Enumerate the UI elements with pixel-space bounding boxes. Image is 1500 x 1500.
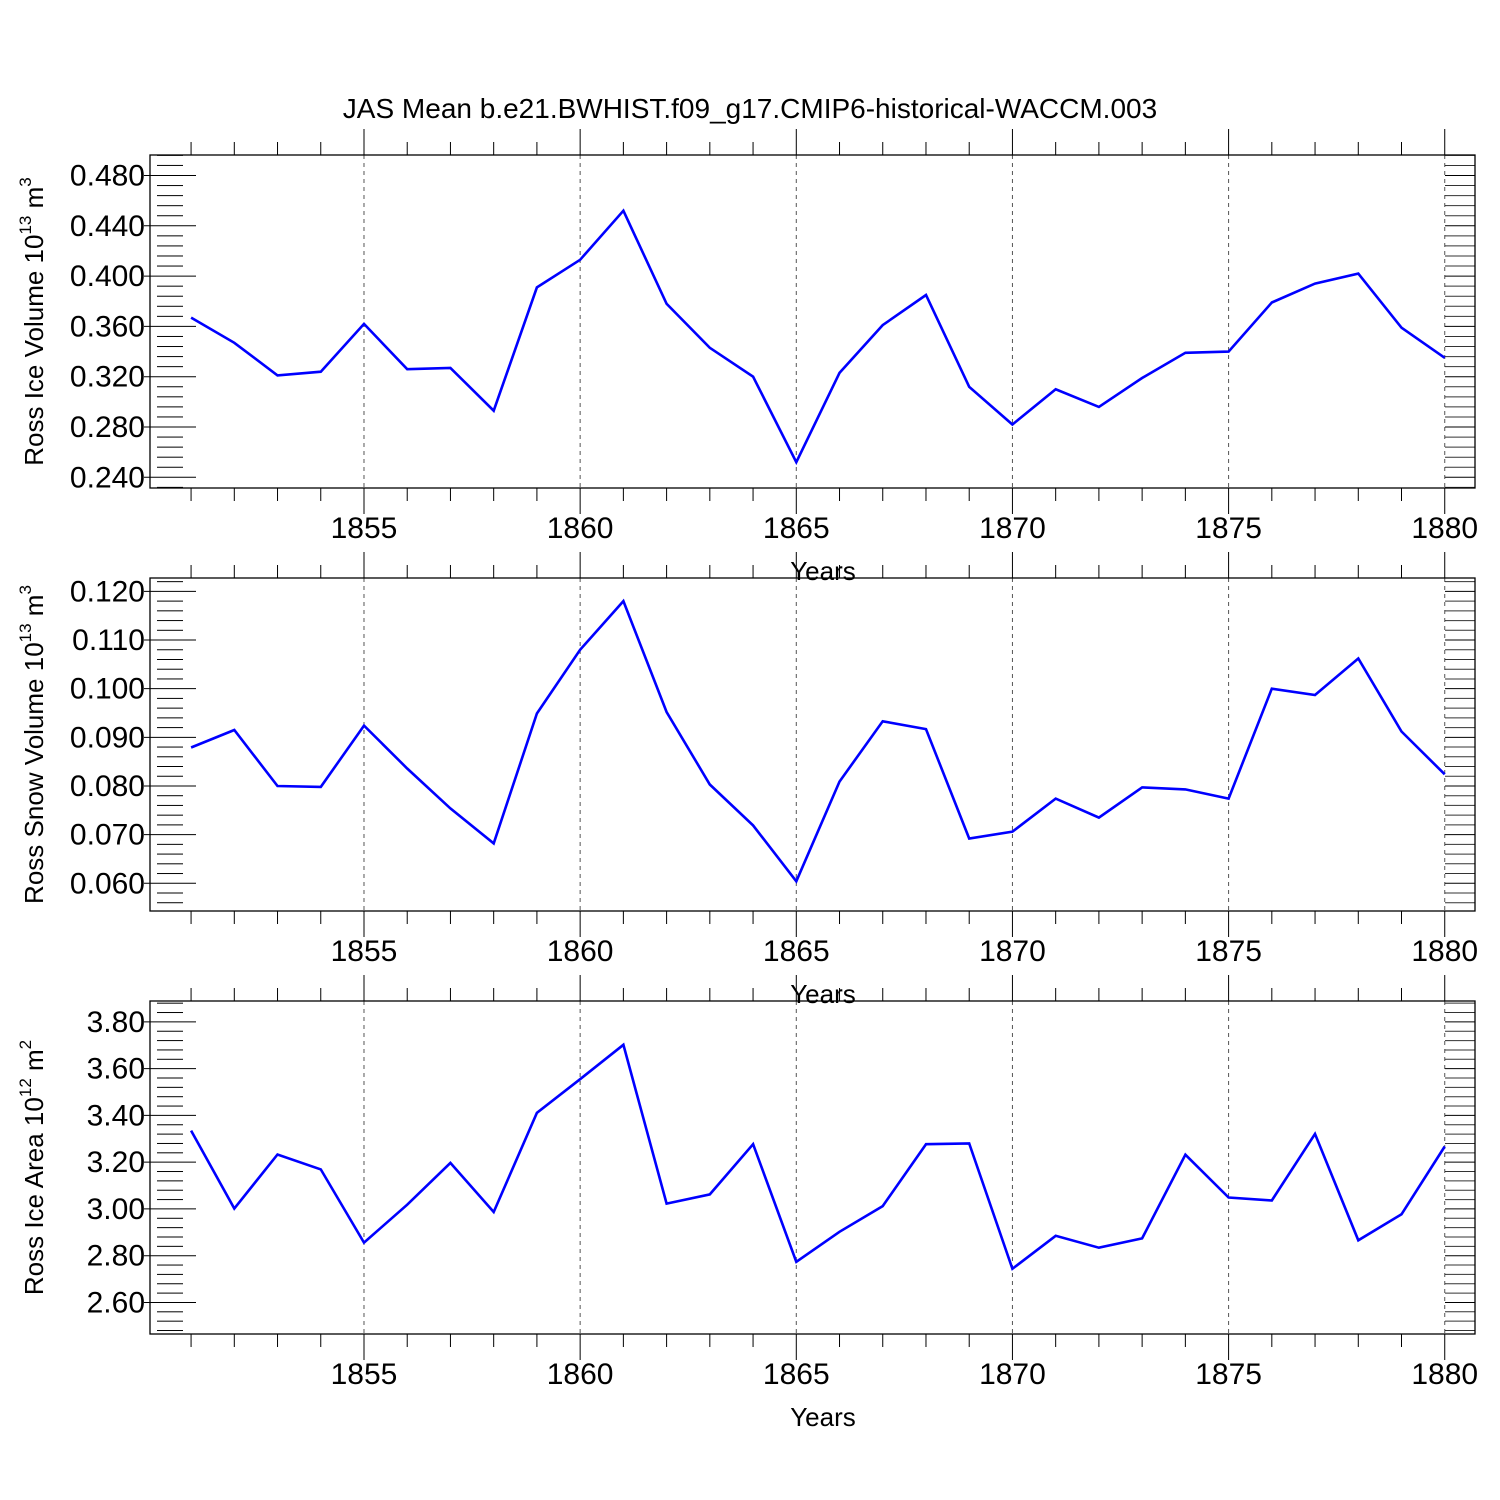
y-tick-label: 0.100	[70, 673, 145, 706]
y-tick-label: 0.060	[70, 867, 145, 900]
x-tick-label: 1865	[763, 935, 830, 968]
x-tick-label: 1865	[763, 1358, 830, 1391]
y-tick-label: 3.60	[87, 1053, 145, 1086]
y-tick-label: 0.280	[70, 411, 145, 444]
chart-panel-3: 3.80 3.60 3.40 3.20 3.00 2.80 2.60 1855 1860 1865…	[16, 975, 1478, 1432]
y-tick-label: 0.360	[70, 310, 145, 343]
y-tick-label: 0.080	[70, 770, 145, 803]
y-tick-label: 0.090	[70, 721, 145, 754]
y-axis-label: Ross Snow Volume 1013 m3	[16, 585, 49, 904]
chart-panel-2: 0.120 0.110 0.100 0.090 0.080 0.070 0.060 1855 1…	[16, 552, 1478, 1009]
y-tick-label: 0.110	[72, 624, 145, 657]
x-tick-label: 1875	[1195, 935, 1262, 968]
plot-frame	[149, 1000, 1476, 1335]
x-tick-label: 1880	[1411, 935, 1478, 968]
chart-panels: 0.480 0.440 0.400 0.360 0.320 0.280 0.240 1855 1…	[16, 129, 1478, 1432]
y-tick-label: 0.320	[70, 361, 145, 394]
series-line	[189, 1042, 1446, 1271]
x-tick-label: 1855	[331, 512, 398, 545]
x-tick-label: 1870	[979, 512, 1046, 545]
y-axis-label: Ross Ice Area 1012 m2	[16, 1040, 49, 1295]
y-tick-label: 3.00	[87, 1193, 145, 1226]
y-tick-label: 2.80	[87, 1240, 145, 1273]
x-axis-label: Years	[790, 556, 856, 586]
y-tick-label: 0.440	[70, 210, 145, 243]
plot-frame	[149, 154, 1476, 489]
series-line	[190, 598, 1446, 884]
y-tick-label: 0.120	[70, 575, 145, 608]
plot-frame	[149, 577, 1476, 912]
x-tick-label: 1870	[979, 1358, 1046, 1391]
x-tick-label: 1880	[1411, 1358, 1478, 1391]
x-tick-label: 1855	[331, 1358, 398, 1391]
x-axis-label: Years	[790, 979, 856, 1009]
x-tick-label: 1865	[763, 512, 830, 545]
x-tick-label: 1855	[331, 935, 398, 968]
y-axis-label: Ross Ice Volume 1013 m3	[16, 177, 49, 466]
y-tick-label: 0.240	[70, 461, 145, 494]
y-tick-label: 0.400	[70, 260, 145, 293]
chart-panel-1: 0.480 0.440 0.400 0.360 0.320 0.280 0.240 1855 1…	[16, 129, 1478, 586]
x-axis-label: Years	[790, 1402, 856, 1432]
x-tick-label: 1875	[1195, 512, 1262, 545]
y-tick-label: 3.80	[87, 1006, 145, 1039]
x-tick-label: 1860	[547, 512, 614, 545]
x-tick-label: 1860	[547, 935, 614, 968]
y-tick-label: 3.40	[87, 1099, 145, 1132]
y-tick-label: 0.070	[70, 819, 145, 852]
y-tick-label: 0.480	[70, 159, 145, 192]
y-tick-label: 3.20	[87, 1146, 145, 1179]
series-line	[190, 208, 1446, 466]
x-tick-label: 1875	[1195, 1358, 1262, 1391]
x-tick-label: 1860	[547, 1358, 614, 1391]
x-tick-label: 1880	[1411, 512, 1478, 545]
y-tick-label: 2.60	[87, 1286, 145, 1319]
x-tick-label: 1870	[979, 935, 1046, 968]
chart-title: JAS Mean b.e21.BWHIST.f09_g17.CMIP6-hist…	[343, 93, 1157, 124]
